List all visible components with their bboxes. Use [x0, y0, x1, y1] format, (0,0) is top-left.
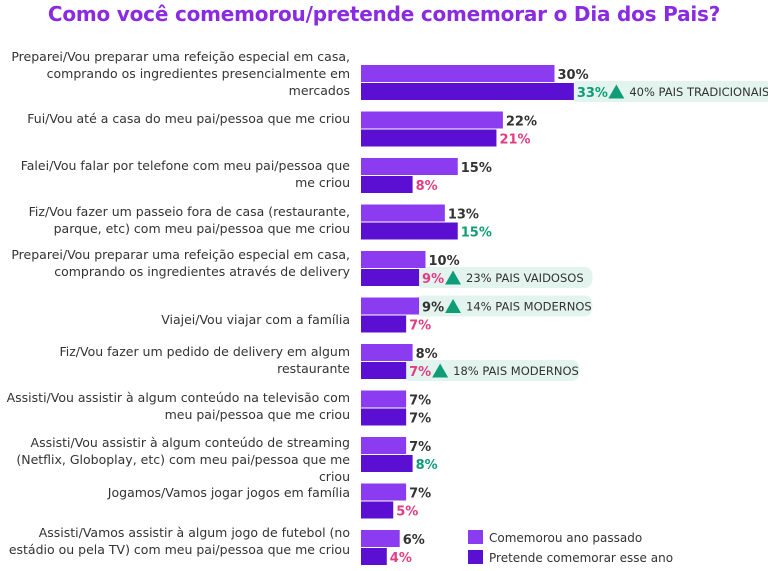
- bar-last-year: [361, 204, 445, 222]
- data-label: 6%: [403, 533, 425, 548]
- category-label: Assisti/Vamos assistir à algum jogo de f…: [8, 525, 350, 557]
- chart-title: Como você comemorou/pretende comemorar o…: [47, 2, 721, 26]
- data-label: 7%: [409, 440, 431, 455]
- bar-last-year: [361, 297, 420, 315]
- data-label: 7%: [409, 319, 431, 334]
- bar-this-year: [361, 408, 407, 426]
- data-label: 10%: [429, 254, 460, 269]
- data-label: 7%: [409, 394, 431, 409]
- data-label: 8%: [416, 179, 438, 194]
- category-label: Jogamos/Vamos jogar jogos em família: [107, 485, 350, 500]
- annotation-label: 14% PAIS MODERNOS: [466, 300, 592, 314]
- data-label: 7%: [409, 412, 431, 427]
- bar-this-year: [361, 269, 420, 286]
- up-triangle-icon: [445, 299, 462, 313]
- annotation-label: 40% PAIS TRADICIONAIS: [629, 85, 768, 99]
- bar-this-year: [361, 362, 407, 379]
- bar-last-year: [361, 251, 426, 268]
- data-label: 22%: [506, 115, 537, 130]
- bar-this-year: [361, 501, 394, 519]
- legend-label: Comemorou ano passado: [489, 531, 642, 545]
- bar-last-year: [361, 390, 407, 408]
- up-triangle-icon: [432, 363, 449, 378]
- data-label: 7%: [409, 487, 431, 502]
- bar-this-year: [361, 455, 413, 472]
- legend: Comemorou ano passado Pretende comemorar …: [468, 530, 673, 565]
- bar-this-year: [361, 129, 497, 147]
- data-label: 7%: [409, 365, 431, 380]
- bar-this-year: [361, 176, 413, 193]
- category-label: Preparei/Vou preparar uma refeição espec…: [11, 49, 350, 98]
- category-label: Fiz/Vou fazer um pedido de delivery em a…: [59, 344, 350, 376]
- bar-this-year: [361, 548, 387, 565]
- annotation-label: 23% PAIS VAIDOSOS: [466, 271, 584, 285]
- category-label: Fui/Vou até a casa do meu pai/pessoa que…: [27, 111, 350, 126]
- data-label: 4%: [390, 551, 412, 566]
- data-label: 5%: [396, 505, 418, 520]
- bar-last-year: [361, 437, 407, 454]
- bars: 30%33%22%21%15%8%13%15%10%9%9%7%8%7%7%7%…: [361, 65, 608, 566]
- annotation-label: 18% PAIS MODERNOS: [453, 364, 579, 378]
- bar-this-year: [361, 222, 458, 240]
- data-label: 9%: [422, 301, 444, 316]
- bar-last-year: [361, 158, 458, 175]
- up-triangle-icon: [445, 270, 462, 285]
- bar-this-year: [361, 315, 407, 333]
- bar-last-year: [361, 483, 407, 501]
- bar-this-year: [361, 83, 574, 100]
- legend-swatch: [468, 530, 483, 544]
- category-label: Preparei/Vou preparar uma refeição espec…: [11, 247, 350, 279]
- data-label: 15%: [461, 161, 492, 176]
- category-label: Assisti/Vou assistir à algum conteúdo na…: [6, 390, 350, 422]
- bar-last-year: [361, 111, 503, 129]
- data-label: 13%: [448, 208, 479, 223]
- data-label: 8%: [416, 458, 438, 473]
- legend-label: Pretende comemorar esse ano: [489, 551, 673, 565]
- category-label: Fiz/Vou fazer um passeio fora de casa (r…: [28, 204, 350, 236]
- category-label: Assisti/Vou assistir à algum conteúdo de…: [16, 435, 350, 484]
- category-label: Viajei/Vou viajar com a família: [161, 312, 350, 327]
- data-label: 33%: [577, 86, 608, 101]
- data-label: 15%: [461, 226, 492, 241]
- bar-last-year: [361, 530, 400, 547]
- data-label: 8%: [416, 347, 438, 362]
- bar-last-year: [361, 344, 413, 361]
- data-label: 30%: [558, 68, 589, 83]
- up-triangle-icon: [608, 84, 625, 99]
- data-label: 9%: [422, 272, 444, 287]
- legend-swatch: [468, 550, 483, 564]
- bar-last-year: [361, 65, 555, 82]
- annotations: 40% PAIS TRADICIONAIS 23% PAIS VAIDOSOS 14…: [402, 81, 768, 381]
- data-label: 21%: [499, 133, 530, 148]
- category-label: Falei/Vou falar por telefone com meu pai…: [20, 158, 350, 190]
